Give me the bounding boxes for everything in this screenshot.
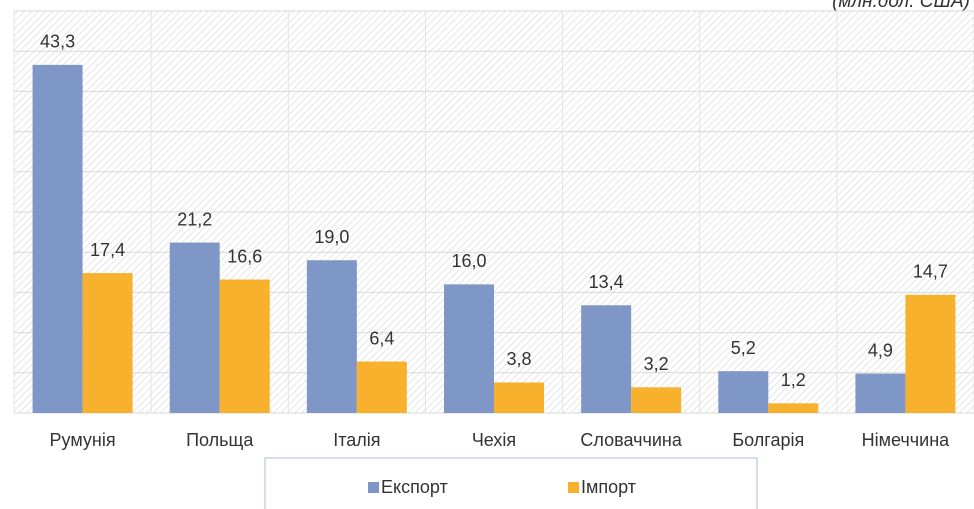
x-tick-label: Італія — [333, 430, 380, 450]
data-label: 16,6 — [227, 246, 262, 266]
data-label: 4,9 — [868, 340, 893, 360]
legend-label: Імпорт — [581, 477, 636, 497]
legend-box — [264, 457, 758, 509]
x-tick-label: Чехія — [472, 430, 516, 450]
x-tick-label: Німеччина — [862, 430, 951, 450]
data-label: 3,2 — [644, 354, 669, 374]
data-label: 21,2 — [177, 209, 212, 229]
bar — [82, 273, 133, 413]
data-label: 1,2 — [781, 370, 806, 390]
chart-title: (млн.дол. США) — [832, 0, 970, 12]
x-tick-label: Болгарія — [732, 430, 804, 450]
bar — [581, 305, 632, 413]
bar — [169, 242, 220, 413]
legend-swatch — [368, 482, 379, 493]
bar — [356, 361, 407, 413]
legend-swatch — [568, 482, 579, 493]
data-label: 3,8 — [506, 349, 531, 369]
x-tick-label: Румунія — [50, 430, 116, 450]
data-label: 17,4 — [90, 240, 125, 260]
data-label: 19,0 — [314, 227, 349, 247]
data-label: 16,0 — [451, 251, 486, 271]
bar — [631, 387, 682, 413]
bar — [855, 373, 906, 413]
bar — [768, 403, 819, 413]
legend-label: Експорт — [381, 477, 448, 497]
bar — [444, 284, 494, 413]
x-tick-label: Словаччина — [580, 430, 682, 450]
bar — [306, 260, 357, 413]
x-tick-label: Польща — [186, 430, 254, 450]
bar — [718, 371, 769, 413]
data-label: 13,4 — [589, 272, 624, 292]
data-label: 5,2 — [731, 338, 756, 358]
data-label: 43,3 — [40, 32, 75, 52]
data-label: 6,4 — [369, 328, 394, 348]
bar — [905, 294, 956, 413]
bar — [219, 279, 270, 413]
data-label: 14,7 — [913, 262, 948, 282]
bar — [494, 382, 544, 413]
bar — [32, 64, 83, 414]
